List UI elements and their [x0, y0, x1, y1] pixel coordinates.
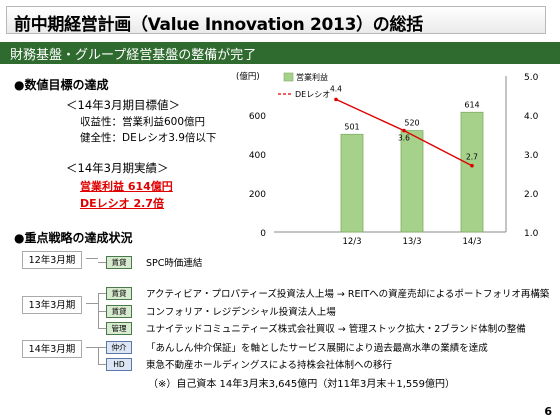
strategy-item-text: コンフォリア・レジデンシャル投資法人上場 [146, 307, 336, 318]
left-tick-label: 200 [249, 190, 266, 200]
group-bracket [98, 293, 99, 328]
bar-data-label: 520 [404, 119, 419, 128]
title-bar [6, 6, 546, 34]
left-tick-label: 0 [260, 229, 266, 239]
de-ratio-point [402, 128, 406, 133]
actual-de-ratio: DEレシオ 2.7倍 [80, 197, 164, 210]
page-title: 前中期経営計画（Value Innovation 2013）の総括 [14, 15, 423, 35]
right-tick-label: 4.0 [524, 112, 539, 122]
left-tick-label: 400 [249, 151, 266, 161]
group-connector [86, 258, 98, 259]
group-connector [86, 347, 98, 348]
equity-footnote: （※）自己資本 14年3月末3,645億円（対11年3月末＋1,559億円） [148, 379, 455, 390]
strategy-item-text: 「あんしん仲介保証」を軸としたサービス展開により過去最高水準の業績を達成 [146, 343, 488, 354]
bar-data-label: 614 [464, 100, 479, 109]
bar-13/3 [400, 130, 424, 233]
item-connector [98, 364, 106, 365]
year-label: 13年3月期 [22, 296, 82, 314]
target-profit: 収益性：営業利益600億円 [80, 116, 206, 128]
right-tick-label: 3.0 [524, 151, 539, 161]
category-label: 13/3 [402, 237, 421, 247]
category-tag: 賃貸 [106, 305, 132, 318]
category-tag: HD [106, 358, 132, 371]
item-connector [98, 311, 106, 312]
goals-heading: ●数値目標の達成 [14, 78, 109, 92]
strategy-item-text: アクティビア・プロパティーズ投資法人上場 → REITへの資産売却によるポートフ… [146, 289, 550, 300]
left-axis-unit: (億円) [236, 71, 260, 82]
line-data-label: 2.7 [466, 153, 478, 162]
group-connector [86, 303, 98, 304]
right-tick-label: 2.0 [524, 190, 539, 200]
category-tag: 管理 [106, 322, 132, 335]
strategy-item-text: 東急不動産ホールディングスによる持株会社体制への移行 [146, 360, 393, 371]
line-data-label: 3.6 [398, 134, 410, 143]
year-label: 12年3月期 [22, 251, 82, 269]
year-label: 14年3月期 [22, 340, 82, 358]
line-data-label: 4.4 [330, 84, 342, 93]
summary-banner-text: 財務基盤・グループ経営基盤の整備が完了 [10, 48, 257, 63]
legend-bar-label: 営業利益 [296, 72, 328, 82]
item-connector [98, 293, 106, 294]
summary-banner [0, 42, 560, 64]
de-ratio-point [334, 97, 338, 102]
legend-line-label: DEレシオ [295, 90, 330, 99]
item-connector [98, 347, 106, 348]
strategy-item-text: ユナイテッドコミュニティーズ株式会社買収 → 管理ストック拡大・2ブランド体制の… [146, 324, 526, 335]
actual-title: ＜14年3月期実績＞ [66, 161, 169, 175]
category-tag: 仲介 [106, 341, 132, 354]
item-connector [98, 262, 106, 263]
de-ratio-point [470, 163, 474, 168]
bar-12/3 [340, 133, 364, 233]
category-label: 14/3 [462, 237, 481, 247]
left-tick-label: 600 [249, 112, 266, 122]
strategy-heading: ●重点戦略の達成状況 [14, 231, 133, 245]
right-tick-label: 5.0 [524, 73, 539, 83]
strategy-item-text: SPC時価連結 [146, 258, 203, 269]
actual-profit: 営業利益 614億円 [80, 180, 173, 193]
group-bracket [98, 347, 99, 364]
category-tag: 賃貸 [106, 287, 132, 300]
right-tick-label: 1.0 [524, 229, 539, 239]
bar-data-label: 501 [344, 122, 359, 131]
legend-bar-swatch [283, 72, 294, 82]
category-label: 12/3 [342, 237, 361, 247]
item-connector [98, 328, 106, 329]
bar-14/3 [460, 111, 484, 233]
category-tag: 賃貸 [106, 256, 132, 269]
target-title: ＜14年3月期目標値＞ [66, 98, 180, 112]
page-number: 6 [544, 405, 552, 418]
target-de-ratio: 健全性：DEレシオ3.9倍以下 [80, 132, 217, 144]
profit-de-ratio-chart: 0 200 400 600 1.0 2.0 3.0 4.0 5.0 (億円) 501 520 614 12… [236, 71, 539, 247]
